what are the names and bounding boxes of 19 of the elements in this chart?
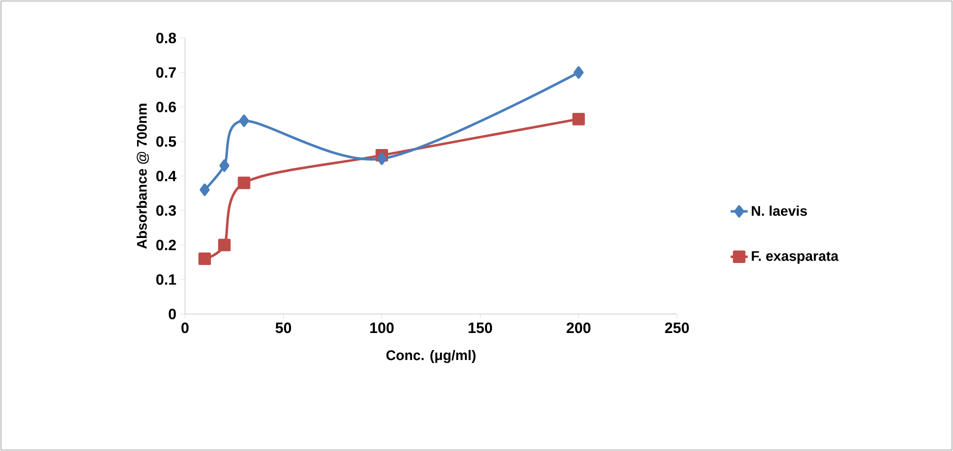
- x-axis-title: Conc. (μg/ml): [386, 350, 476, 363]
- y-axis-title: Absorbance @ 700nm: [136, 104, 149, 249]
- y-tick-label: 0.8: [156, 32, 176, 44]
- y-tick-label: 0.3: [156, 205, 176, 216]
- y-tick-label: 0.6: [156, 102, 176, 112]
- x-tick-label: 250: [665, 322, 689, 334]
- y-tick-label: 0.4: [156, 170, 176, 182]
- x-tick-label: 0: [181, 322, 189, 334]
- y-tick-label: 0: [168, 308, 176, 320]
- x-tick-label: 150: [468, 322, 492, 334]
- legend-label: F. exasparata: [752, 251, 839, 264]
- y-tick-label: 0.2: [156, 240, 176, 250]
- y-tick-label: 0.7: [156, 67, 176, 78]
- y-tick-label: 0.5: [156, 136, 176, 147]
- y-tick-label: 0.1: [156, 274, 176, 285]
- legend-label: N. laevis: [752, 206, 807, 216]
- x-tick-label: 100: [370, 322, 394, 334]
- x-tick-label: 200: [566, 322, 590, 334]
- x-tick-label: 50: [276, 322, 292, 334]
